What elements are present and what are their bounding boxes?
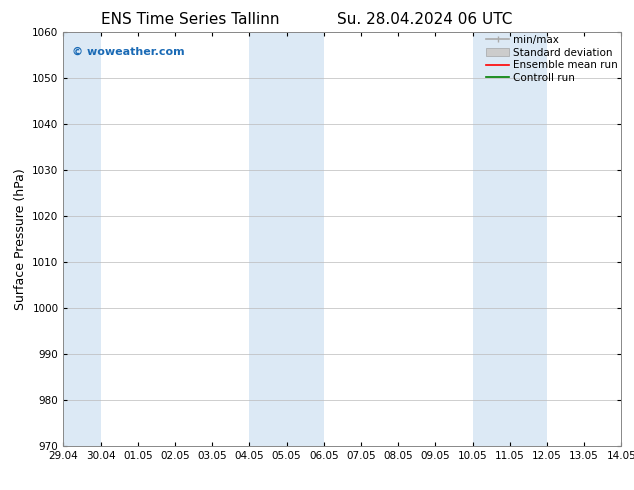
Bar [63,32,101,446]
Y-axis label: Surface Pressure (hPa): Surface Pressure (hPa) [14,168,27,310]
Legend: min/max, Standard deviation, Ensemble mean run, Controll run: min/max, Standard deviation, Ensemble me… [486,35,618,83]
Text: ENS Time Series Tallinn: ENS Time Series Tallinn [101,12,280,27]
Bar [472,32,547,446]
Text: Su. 28.04.2024 06 UTC: Su. 28.04.2024 06 UTC [337,12,512,27]
Text: © woweather.com: © woweather.com [72,47,184,56]
Bar [249,32,324,446]
